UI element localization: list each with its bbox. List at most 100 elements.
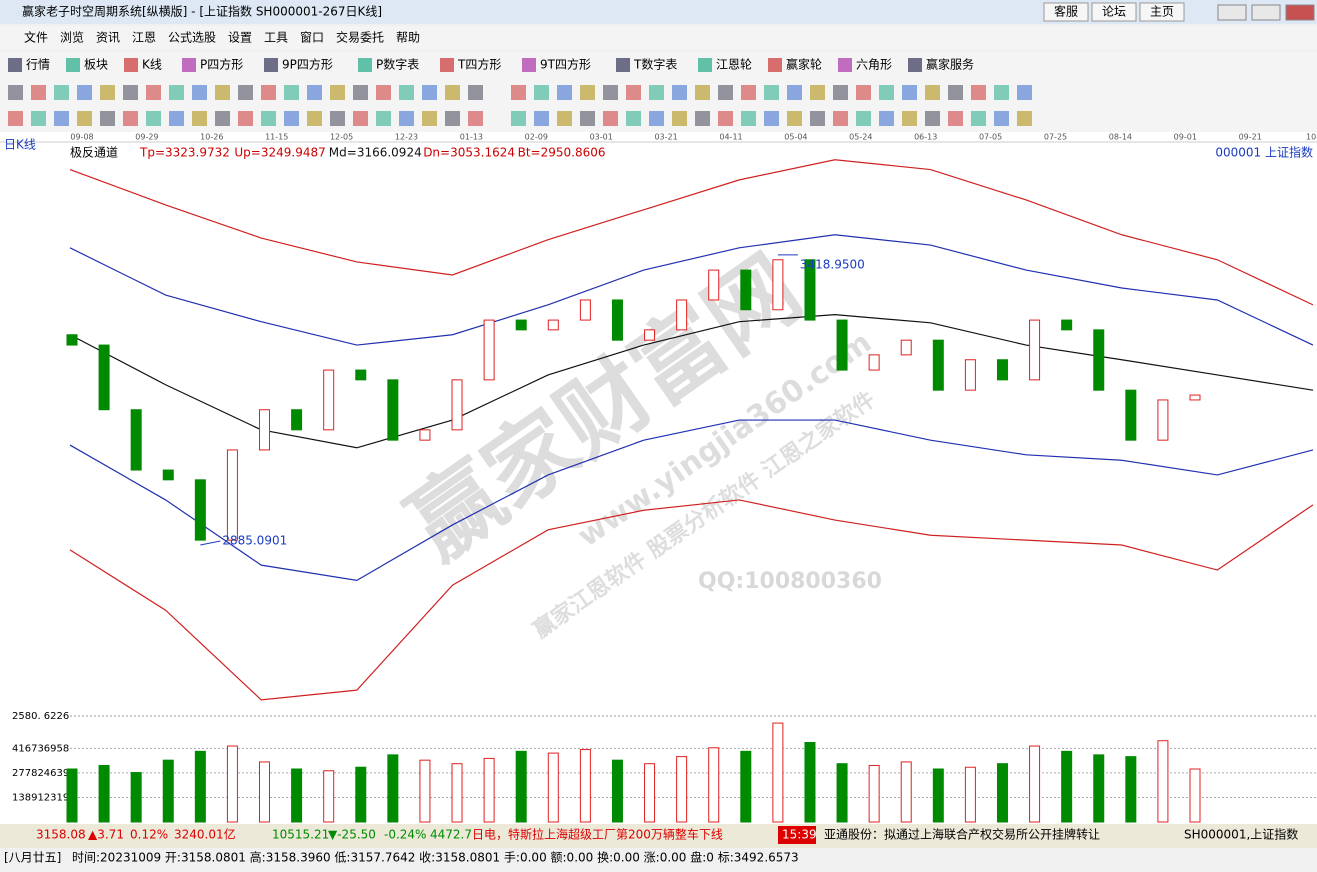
tool-icon [672, 111, 687, 126]
tool-icon [534, 111, 549, 126]
tool-icon [192, 85, 207, 100]
menu-item[interactable]: 文件 [24, 30, 48, 45]
tool-icon [215, 85, 230, 100]
tool-icon [902, 85, 917, 100]
window-control[interactable] [1217, 4, 1247, 21]
lunar: [八月廿五] [4, 851, 61, 865]
menu-item[interactable]: 公式选股 [168, 31, 216, 45]
tool-icon [468, 85, 483, 100]
candle-body [387, 379, 399, 441]
volume-bar [579, 749, 591, 823]
tool-icon [468, 111, 483, 126]
status-bar [0, 824, 1317, 848]
candle-body [194, 479, 206, 541]
tool-icon [376, 111, 391, 126]
tool-label[interactable]: 板块 [84, 58, 108, 72]
candle-body [996, 359, 1008, 381]
tool-icon [787, 85, 802, 100]
tool-label[interactable]: P四方形 [200, 57, 243, 72]
date-label: 05-04 [784, 133, 807, 142]
volume-bar [226, 745, 238, 823]
volume-bar [900, 761, 912, 823]
tool-icon [146, 85, 161, 100]
title-button[interactable] [1139, 2, 1185, 22]
tool-label[interactable]: K线 [142, 58, 162, 72]
indicator-value: Dn=3053.1624 [423, 146, 515, 160]
tool-label[interactable]: T四方形 [457, 57, 501, 72]
tool-icon [330, 111, 345, 126]
index1: 3158.08 [36, 828, 86, 842]
tool-icon [445, 85, 460, 100]
title-button[interactable] [1091, 2, 1137, 22]
volume-bar [740, 750, 752, 823]
menu-item[interactable]: 工具 [264, 31, 288, 45]
tool-icon [698, 58, 712, 72]
date-label: 12-23 [395, 133, 418, 142]
menu-item[interactable]: 设置 [228, 31, 252, 45]
candle-body [964, 359, 976, 391]
tool-icon [833, 85, 848, 100]
tool-icon [534, 85, 549, 100]
tool-icon [238, 111, 253, 126]
channel-line [69, 499, 1314, 701]
menu-item[interactable]: 浏览 [60, 30, 84, 45]
news1[interactable]: 日电，特斯拉上海超级工厂第200万辆整车下线 [472, 827, 723, 842]
candle-body [740, 269, 752, 311]
tool-label[interactable]: 赢家服务 [926, 57, 974, 72]
tool-label[interactable]: 赢家轮 [786, 57, 822, 72]
candle-body [162, 469, 174, 481]
tool-icon [353, 111, 368, 126]
tool-icon [695, 85, 710, 100]
news2[interactable]: 亚通股份：拟通过上海联合产权交易所公开挂牌转让 [824, 827, 1100, 842]
window-control[interactable] [1285, 4, 1315, 21]
tool-icon [925, 85, 940, 100]
volume-bar [291, 768, 303, 823]
volume-bar [804, 742, 816, 823]
title-button[interactable] [1043, 2, 1089, 22]
tool-label[interactable]: 9P四方形 [282, 57, 333, 72]
candle-body [1189, 394, 1201, 401]
tool-icon [626, 111, 641, 126]
indicator-value: Md=3166.0924 [329, 146, 422, 160]
tool-icon [31, 85, 46, 100]
date-label: 09-29 [135, 133, 158, 142]
volume-bar [964, 766, 976, 823]
candle-body [579, 299, 591, 321]
date-label: 10-1 [1306, 133, 1317, 142]
tool-icon [100, 111, 115, 126]
candle-body [226, 449, 238, 541]
menu-item[interactable]: 交易委托 [336, 30, 384, 45]
tool-label[interactable]: 江恩轮 [716, 58, 752, 72]
tool-icon [948, 85, 963, 100]
volume-bar [387, 754, 399, 823]
tool-icon [238, 85, 253, 100]
volume-bar [194, 750, 206, 823]
menu-item[interactable]: 江恩 [132, 31, 156, 45]
date-label: 11-15 [265, 133, 288, 142]
tool-label[interactable]: 9T四方形 [540, 57, 591, 72]
menu-item[interactable]: 帮助 [396, 31, 420, 45]
tool-label[interactable]: P数字表 [376, 57, 419, 72]
tool-label[interactable]: 行情 [26, 58, 50, 72]
date-label: 09-08 [70, 133, 93, 142]
tool-icon [66, 58, 80, 72]
candle-body [451, 379, 463, 431]
date-label: 06-13 [914, 133, 937, 142]
window-control[interactable] [1251, 4, 1281, 21]
tool-icon [422, 111, 437, 126]
tool-icon [284, 111, 299, 126]
volume-bar [419, 759, 431, 823]
tool-label[interactable]: T数字表 [633, 57, 677, 72]
candle-body [515, 319, 527, 331]
tool-icon [626, 85, 641, 100]
annotation-label: 3418.9500 [800, 257, 865, 271]
amount1: 3240.01亿 [174, 827, 236, 842]
volume-bar [162, 759, 174, 823]
menu-item[interactable]: 窗口 [300, 31, 324, 45]
menu-item[interactable]: 资讯 [96, 31, 120, 45]
tool-icon [741, 85, 756, 100]
tool-icon [169, 111, 184, 126]
tool-label[interactable]: 六角形 [856, 58, 892, 72]
volume-bar [644, 763, 656, 823]
volume-bar [1029, 745, 1041, 823]
